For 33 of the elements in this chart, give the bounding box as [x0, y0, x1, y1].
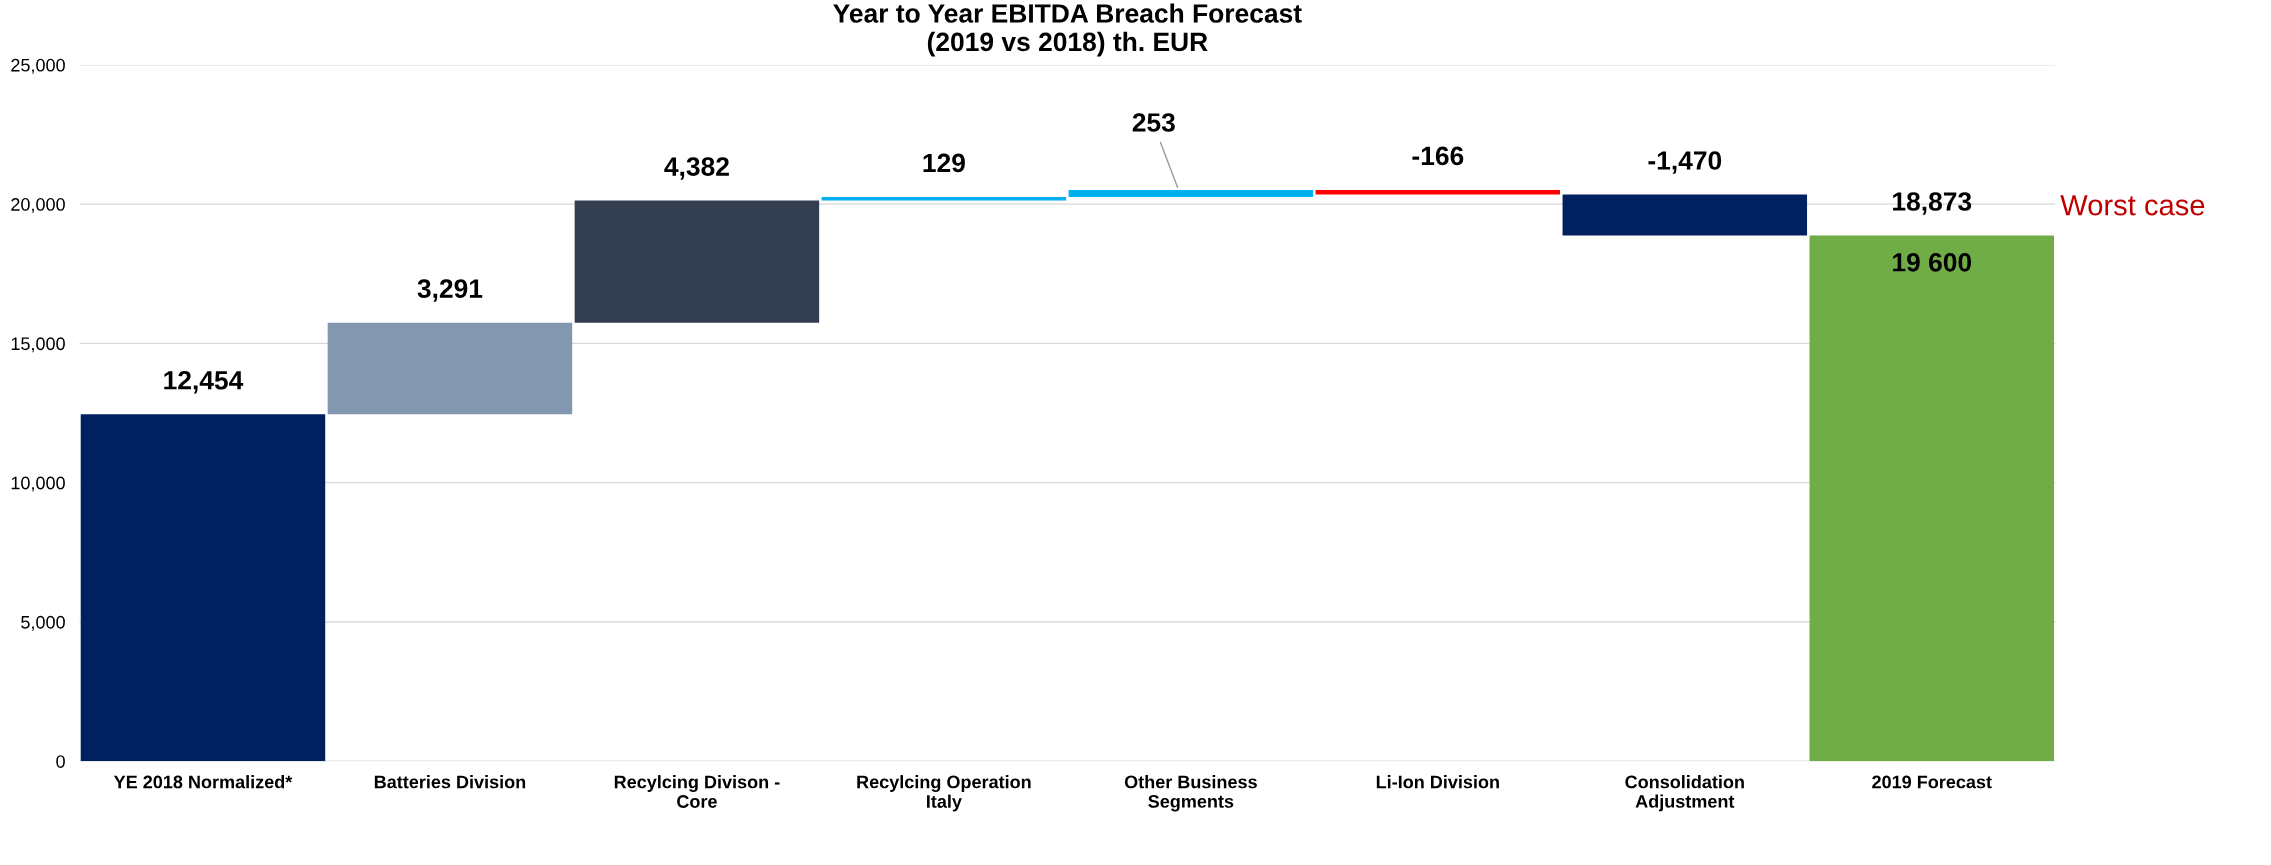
y-tick-label: 10,000	[11, 476, 65, 492]
x-tick-label: Consolidation Adjustment	[1625, 775, 1744, 812]
annotation: 19 600	[1893, 252, 1972, 272]
data-label: 4,382	[664, 157, 729, 180]
data-label: -1,470	[1648, 151, 1722, 174]
y-tick-label: 15,000	[11, 337, 65, 353]
bar	[574, 200, 820, 323]
chart-title: Year to Year EBITDA Breach Forecast (2019 vs 2018) th. EUR	[833, 3, 1302, 57]
x-tick-label: Recylcing Operation Italy	[857, 775, 1031, 812]
y-tick-label: 20,000	[11, 198, 65, 213]
text: Worst case	[2060, 195, 2205, 216]
bar	[1315, 189, 1561, 195]
data-label: 18,873	[1893, 192, 1972, 215]
data-label: 253	[1132, 113, 1175, 132]
y-tick-label: 5,000	[21, 615, 65, 631]
x-tick-label: Other Business Segments	[1124, 775, 1257, 812]
x-tick-label: YE 2018 Normalized*	[113, 775, 293, 789]
bar	[1562, 194, 1808, 236]
bar	[327, 322, 573, 415]
y-tick-label: 0	[56, 755, 65, 768]
bar	[1068, 189, 1314, 198]
x-tick-label: Batteries Division	[374, 775, 526, 789]
x-tick-label: 2019 Forecast	[1872, 775, 1992, 789]
bar	[80, 414, 326, 762]
data-label: 129	[923, 153, 965, 173]
data-label: 12,454	[164, 370, 244, 394]
x-tick-label: Recylcing Divison - Core	[614, 775, 780, 808]
bar	[821, 197, 1067, 201]
x-tick-label: Li-Ion Division	[1376, 775, 1499, 789]
data-label: 3,291	[417, 279, 483, 302]
bar	[1809, 235, 2055, 762]
data-label: -166	[1412, 146, 1464, 166]
y-tick-label: 25,000	[11, 58, 65, 74]
